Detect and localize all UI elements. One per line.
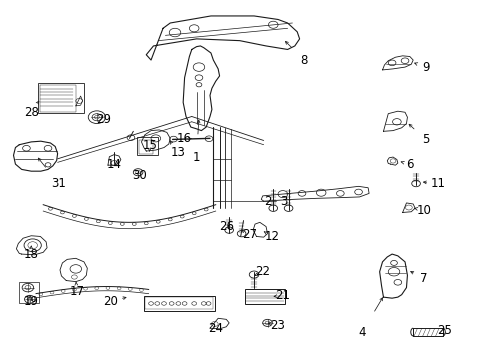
Text: 25: 25: [436, 324, 451, 337]
Text: 7: 7: [420, 271, 427, 284]
Text: 30: 30: [132, 169, 147, 182]
Text: 19: 19: [24, 295, 39, 308]
Text: 1: 1: [192, 150, 200, 163]
Text: 16: 16: [177, 132, 192, 145]
Text: 8: 8: [300, 54, 307, 67]
Text: 9: 9: [421, 60, 428, 73]
Text: 22: 22: [255, 265, 270, 278]
Text: 27: 27: [241, 228, 256, 241]
Text: 17: 17: [69, 285, 84, 298]
Bar: [19, 282, 40, 303]
Bar: [143, 296, 214, 311]
Text: 5: 5: [421, 133, 428, 146]
Text: 31: 31: [51, 177, 66, 190]
Bar: [245, 289, 284, 304]
Text: 6: 6: [406, 158, 413, 171]
Bar: [137, 137, 158, 155]
Bar: [145, 297, 213, 310]
Bar: [39, 83, 84, 113]
Text: 24: 24: [208, 323, 223, 336]
Text: 4: 4: [357, 326, 365, 339]
Text: 11: 11: [430, 177, 445, 190]
Text: 12: 12: [264, 230, 279, 243]
Text: 23: 23: [269, 319, 284, 332]
Text: 29: 29: [96, 113, 110, 126]
Text: 10: 10: [416, 204, 431, 217]
Bar: [412, 328, 442, 336]
Text: 21: 21: [275, 289, 290, 302]
Text: 15: 15: [142, 139, 157, 152]
Text: 14: 14: [106, 158, 122, 171]
Text: 20: 20: [102, 295, 118, 308]
Text: 28: 28: [24, 107, 39, 120]
Text: 2: 2: [263, 195, 271, 208]
Text: 26: 26: [218, 220, 233, 233]
Text: 13: 13: [171, 146, 185, 159]
Text: 18: 18: [24, 248, 39, 261]
Text: 3: 3: [280, 195, 287, 208]
Bar: [138, 140, 153, 154]
Bar: [40, 85, 76, 112]
